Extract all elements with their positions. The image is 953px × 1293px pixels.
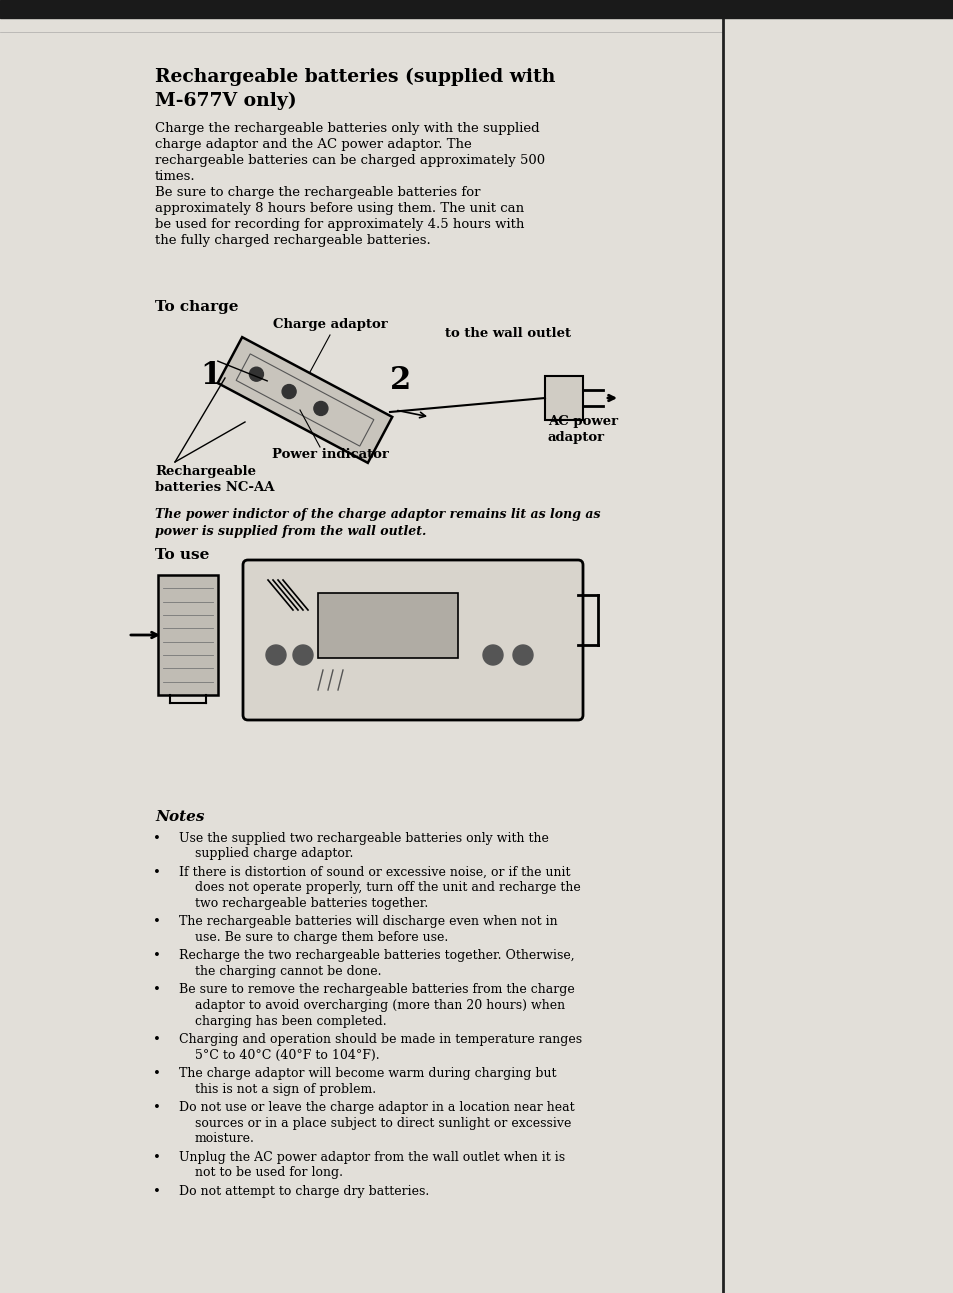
Text: rechargeable batteries can be charged approximately 500: rechargeable batteries can be charged ap… xyxy=(154,154,544,167)
Circle shape xyxy=(513,645,533,665)
Text: the fully charged rechargeable batteries.: the fully charged rechargeable batteries… xyxy=(154,234,431,247)
Text: Notes: Notes xyxy=(154,809,204,824)
Text: •: • xyxy=(152,1151,161,1164)
Text: 1: 1 xyxy=(200,359,221,390)
Text: does not operate properly, turn off the unit and recharge the: does not operate properly, turn off the … xyxy=(194,882,580,895)
Text: The power indictor of the charge adaptor remains lit as long as: The power indictor of the charge adaptor… xyxy=(154,508,599,521)
Text: 2: 2 xyxy=(390,365,411,396)
Text: •: • xyxy=(152,984,161,997)
Text: The rechargeable batteries will discharge even when not in: The rechargeable batteries will discharg… xyxy=(179,915,558,928)
Bar xyxy=(544,376,582,420)
Polygon shape xyxy=(217,337,392,463)
Text: supplied charge adaptor.: supplied charge adaptor. xyxy=(194,847,353,861)
Text: to the wall outlet: to the wall outlet xyxy=(444,327,571,340)
Text: The charge adaptor will become warm during charging but: The charge adaptor will become warm duri… xyxy=(179,1067,556,1080)
Text: Charge adaptor: Charge adaptor xyxy=(273,318,387,331)
Text: If there is distortion of sound or excessive noise, or if the unit: If there is distortion of sound or exces… xyxy=(179,866,570,879)
Circle shape xyxy=(482,645,502,665)
Text: To charge: To charge xyxy=(154,300,238,314)
Text: Power indicator: Power indicator xyxy=(272,447,388,462)
Circle shape xyxy=(293,645,313,665)
Text: •: • xyxy=(152,1102,161,1115)
Text: Rechargeable
batteries NC-AA: Rechargeable batteries NC-AA xyxy=(154,465,274,494)
Circle shape xyxy=(249,367,263,381)
Text: •: • xyxy=(152,831,161,846)
Text: charge adaptor and the AC power adaptor. The: charge adaptor and the AC power adaptor.… xyxy=(154,138,471,151)
Text: this is not a sign of problem.: this is not a sign of problem. xyxy=(194,1082,375,1095)
Text: be used for recording for approximately 4.5 hours with: be used for recording for approximately … xyxy=(154,219,524,231)
Text: use. Be sure to charge them before use.: use. Be sure to charge them before use. xyxy=(194,931,448,944)
Text: the charging cannot be done.: the charging cannot be done. xyxy=(194,965,381,978)
Text: sources or in a place subject to direct sunlight or excessive: sources or in a place subject to direct … xyxy=(194,1116,571,1130)
Text: M-677V only): M-677V only) xyxy=(154,92,296,110)
Text: approximately 8 hours before using them. The unit can: approximately 8 hours before using them.… xyxy=(154,202,523,215)
Text: To use: To use xyxy=(154,548,209,562)
Text: not to be used for long.: not to be used for long. xyxy=(194,1166,343,1179)
Text: Use the supplied two rechargeable batteries only with the: Use the supplied two rechargeable batter… xyxy=(179,831,548,846)
Text: Charge the rechargeable batteries only with the supplied: Charge the rechargeable batteries only w… xyxy=(154,122,539,134)
Text: •: • xyxy=(152,915,161,928)
Text: Do not attempt to charge dry batteries.: Do not attempt to charge dry batteries. xyxy=(179,1184,429,1197)
Bar xyxy=(317,593,457,658)
Text: 5°C to 40°C (40°F to 104°F).: 5°C to 40°C (40°F to 104°F). xyxy=(194,1049,379,1062)
Bar xyxy=(158,575,218,696)
Text: Be sure to charge the rechargeable batteries for: Be sure to charge the rechargeable batte… xyxy=(154,186,480,199)
FancyBboxPatch shape xyxy=(243,560,582,720)
Text: Rechargeable batteries (supplied with: Rechargeable batteries (supplied with xyxy=(154,69,555,87)
Text: two rechargeable batteries together.: two rechargeable batteries together. xyxy=(194,897,428,910)
Text: moisture.: moisture. xyxy=(194,1131,254,1146)
Text: adaptor to avoid overcharging (more than 20 hours) when: adaptor to avoid overcharging (more than… xyxy=(194,999,564,1012)
Text: •: • xyxy=(152,1033,161,1046)
Text: times.: times. xyxy=(154,169,195,184)
Text: •: • xyxy=(152,949,161,962)
Text: •: • xyxy=(152,866,161,879)
Circle shape xyxy=(266,645,286,665)
Text: power is supplied from the wall outlet.: power is supplied from the wall outlet. xyxy=(154,525,426,538)
Circle shape xyxy=(282,384,295,398)
Text: AC power
adaptor: AC power adaptor xyxy=(547,415,618,443)
Text: charging has been completed.: charging has been completed. xyxy=(194,1015,386,1028)
Bar xyxy=(0,0,953,18)
Text: Be sure to remove the rechargeable batteries from the charge: Be sure to remove the rechargeable batte… xyxy=(179,984,574,997)
Text: Do not use or leave the charge adaptor in a location near heat: Do not use or leave the charge adaptor i… xyxy=(179,1102,574,1115)
Text: •: • xyxy=(152,1067,161,1080)
Circle shape xyxy=(314,401,328,415)
Text: •: • xyxy=(152,1184,161,1197)
Text: Charging and operation should be made in temperature ranges: Charging and operation should be made in… xyxy=(179,1033,581,1046)
Text: Recharge the two rechargeable batteries together. Otherwise,: Recharge the two rechargeable batteries … xyxy=(179,949,574,962)
Text: Unplug the AC power adaptor from the wall outlet when it is: Unplug the AC power adaptor from the wal… xyxy=(179,1151,564,1164)
